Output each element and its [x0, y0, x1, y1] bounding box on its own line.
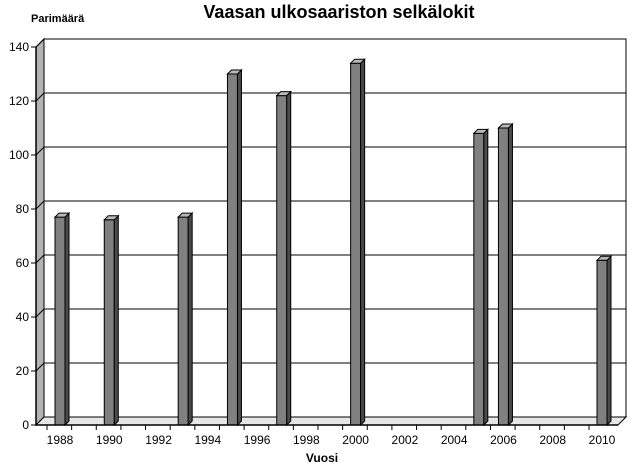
y-tick-label: 140 [9, 40, 29, 54]
bar-side [113, 214, 119, 427]
y-tick-labels: 0 20 40 60 80 100 120 140 [9, 40, 36, 432]
bar-front [596, 259, 608, 426]
x-tick-label: 1990 [96, 433, 123, 447]
bar-side [236, 68, 242, 427]
bar-top [472, 128, 490, 134]
x-tick-label: 1998 [293, 433, 320, 447]
bar-2000 [349, 57, 366, 427]
bar-2010 [595, 255, 613, 427]
bar-top [349, 58, 366, 64]
bar-1993 [176, 211, 194, 427]
bar-side [507, 122, 513, 427]
bar-2005 [472, 128, 490, 427]
bar-front [177, 216, 189, 426]
x-tick-label: 2006 [490, 433, 517, 447]
gridlines [35, 38, 626, 372]
bar-top [176, 212, 194, 218]
bar-top [275, 91, 292, 97]
y-tick-label: 80 [16, 202, 30, 216]
y-tick-label: 100 [9, 148, 29, 162]
bar-front [350, 62, 362, 426]
bar-1990 [103, 214, 120, 427]
bars [53, 57, 613, 427]
bar-side [606, 255, 612, 427]
gridline [35, 92, 626, 102]
bar-side [360, 57, 366, 427]
bar-top [595, 255, 613, 261]
x-tick-label: 2010 [589, 433, 616, 447]
bar-front [54, 216, 66, 426]
bar-side [483, 128, 489, 427]
bar-front [226, 73, 238, 426]
x-tick-label: 2000 [342, 433, 369, 447]
bar-front [103, 219, 115, 426]
y-tick-label: 20 [16, 364, 30, 378]
bar-top [103, 215, 120, 221]
bar-side [187, 211, 193, 427]
x-tick-label: 1994 [194, 433, 221, 447]
x-tick-label: 2004 [441, 433, 468, 447]
x-tick-label: 1992 [145, 433, 172, 447]
gridline [35, 254, 626, 264]
bar-2006 [497, 122, 514, 427]
y-axis-label: Parimäärä [31, 13, 85, 25]
gridline [35, 146, 626, 156]
chart-title: Vaasan ulkosaariston selkälokit [203, 2, 474, 22]
bar-top [497, 123, 514, 129]
plot-back-wall [43, 38, 627, 418]
bar-side [286, 90, 292, 427]
bar-1995 [226, 68, 243, 427]
x-tick-labels: 1988 1990 1992 1994 1996 1998 2000 2002 2004 2006… [46, 425, 616, 447]
plot-floor [34, 416, 628, 426]
x-tick-label: 1988 [47, 433, 74, 447]
bar-front [497, 127, 509, 426]
bar-front [276, 95, 288, 426]
bar-1997 [275, 90, 292, 427]
bar-front [473, 132, 485, 426]
bar-side [64, 211, 70, 427]
x-axis-label: Vuosi [306, 451, 338, 465]
gridline [35, 200, 626, 210]
bar-top [53, 212, 71, 218]
gridline [35, 362, 626, 372]
bar-top [226, 69, 243, 75]
y-tick-label: 40 [16, 310, 30, 324]
gridline [35, 308, 626, 318]
x-tick-label: 1996 [244, 433, 271, 447]
gridline [35, 38, 626, 48]
x-tick-label: 2008 [539, 433, 566, 447]
x-tick-label: 2002 [392, 433, 419, 447]
y-tick-label: 0 [22, 418, 29, 432]
plot-wall [34, 37, 628, 427]
y-tick-label: 120 [9, 94, 29, 108]
axes [35, 47, 618, 426]
bar-1988 [53, 211, 71, 427]
y-tick-label: 60 [16, 256, 30, 270]
